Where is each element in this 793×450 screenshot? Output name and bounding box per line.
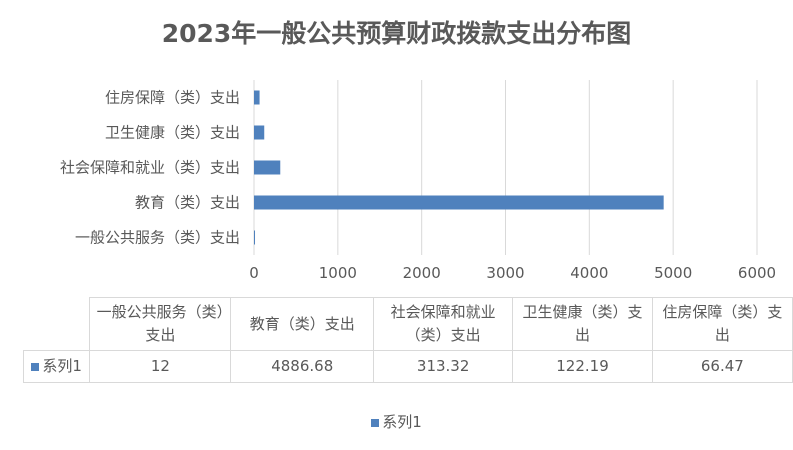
table-header: 卫生健康（类）支出 bbox=[512, 297, 653, 351]
y-category-label: 教育（类）支出 bbox=[135, 194, 240, 212]
x-tick-label: 5000 bbox=[654, 264, 692, 282]
table-cell: 12 bbox=[89, 350, 232, 383]
y-category-label: 社会保障和就业（类）支出 bbox=[60, 159, 240, 177]
table-cell: 313.32 bbox=[372, 350, 514, 383]
table-cell: 4886.68 bbox=[230, 350, 374, 383]
data-table: 一般公共服务（类）支出 教育（类）支出 社会保障和就业（类）支出 卫生健康（类）支出住… bbox=[22, 297, 793, 383]
table-cell: 66.47 bbox=[651, 350, 793, 383]
bar-chart: 0 1000 2000 3000 4000 5000 6000 一般公共服务（类）支出 教育（类… bbox=[60, 80, 776, 282]
x-tick-label: 2000 bbox=[403, 264, 441, 282]
legend-label: 系列1 bbox=[382, 413, 422, 431]
bar bbox=[254, 160, 281, 175]
legend-swatch bbox=[371, 418, 380, 427]
bar bbox=[254, 125, 265, 140]
table-corner bbox=[23, 297, 91, 351]
x-tick-label: 0 bbox=[249, 264, 259, 282]
y-category-label: 一般公共服务（类）支出 bbox=[75, 229, 240, 247]
bar bbox=[254, 230, 256, 245]
series-name: 系列1 bbox=[42, 357, 82, 375]
table-series-label: 系列1 bbox=[22, 350, 91, 383]
x-tick-label: 4000 bbox=[570, 264, 608, 282]
y-category-label: 卫生健康（类）支出 bbox=[105, 124, 240, 142]
x-tick-label: 3000 bbox=[486, 264, 524, 282]
legend[interactable]: 系列1 bbox=[0, 411, 793, 432]
y-category-label: 住房保障（类）支出 bbox=[105, 89, 240, 107]
table-header: 社会保障和就业（类）支出 bbox=[372, 297, 514, 351]
bar bbox=[254, 90, 260, 105]
table-header: 住房保障（类）支出 bbox=[651, 297, 793, 351]
x-tick-label: 6000 bbox=[738, 264, 776, 282]
x-tick-label: 1000 bbox=[319, 264, 357, 282]
legend-swatch bbox=[31, 362, 40, 371]
table-cell: 122.19 bbox=[512, 350, 653, 383]
bar bbox=[254, 195, 664, 210]
table-header: 一般公共服务（类）支出 bbox=[89, 297, 232, 351]
table-header: 教育（类）支出 bbox=[230, 297, 374, 351]
chart-title: 2023年一般公共预算财政拨款支出分布图 bbox=[161, 19, 632, 48]
